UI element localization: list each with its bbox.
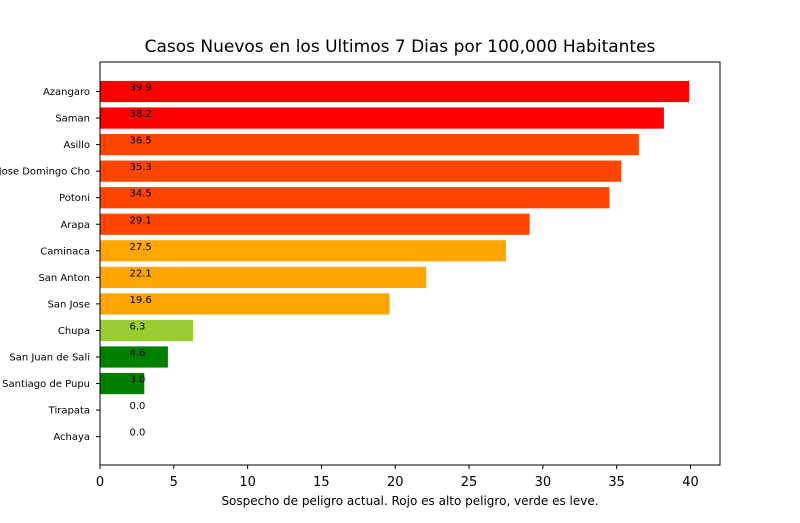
bar <box>100 213 530 235</box>
data-label: 6.3 <box>130 321 146 332</box>
x-tick-label: 0 <box>96 475 104 490</box>
x-tick-label: 30 <box>535 475 552 490</box>
data-label: 29.1 <box>130 215 152 226</box>
y-tick-label: Asillo <box>63 140 90 151</box>
y-tick-label: Arapa <box>60 220 90 231</box>
data-label: 36.5 <box>130 136 152 147</box>
bar <box>100 187 610 209</box>
y-tick-label: Caminaca <box>40 246 90 257</box>
bar <box>100 160 622 182</box>
data-label: 39.9 <box>130 83 152 94</box>
y-tick-label: Chupa <box>58 326 90 337</box>
y-tick-label: Azangaro <box>43 87 90 98</box>
bar <box>100 346 168 368</box>
y-tick-label: Potoni <box>59 193 90 204</box>
bar <box>100 240 506 262</box>
x-tick-label: 10 <box>239 475 256 490</box>
x-tick-label: 20 <box>387 475 404 490</box>
x-axis-label: Sospecho de peligro actual. Rojo es alto… <box>221 494 598 508</box>
y-tick-label: Santiago de Pupu <box>2 379 90 390</box>
x-tick-label: 25 <box>461 475 478 490</box>
chart-title: Casos Nuevos en los Ultimos 7 Dias por 1… <box>145 37 656 57</box>
data-label: 0.0 <box>130 428 146 439</box>
bar <box>100 134 639 156</box>
y-tick-label: Achaya <box>53 432 90 443</box>
x-tick-label: 15 <box>313 475 330 490</box>
x-tick-label: 5 <box>170 475 178 490</box>
data-label: 34.5 <box>130 189 152 200</box>
x-tick-label: 35 <box>608 475 625 490</box>
y-tick-label: San Juan de Sali <box>9 353 90 364</box>
bar <box>100 293 390 315</box>
data-label: 19.6 <box>130 295 152 306</box>
bar <box>100 266 427 288</box>
y-tick-label: Jose Domingo Cho <box>0 167 90 178</box>
plot-frame <box>99 61 721 466</box>
y-tick-label: Saman <box>55 114 90 125</box>
bar <box>100 80 689 103</box>
data-label: 3.0 <box>130 375 146 386</box>
bar <box>100 319 193 342</box>
bar <box>100 372 145 395</box>
data-label: 22.1 <box>130 268 152 279</box>
data-label: 38.2 <box>130 109 152 120</box>
data-label: 35.3 <box>130 162 152 173</box>
y-tick-label: San Jose <box>48 299 90 310</box>
x-tick-label: 40 <box>682 475 699 490</box>
bar <box>100 107 664 129</box>
data-label: 4.6 <box>130 348 146 359</box>
data-label: 27.5 <box>130 242 152 253</box>
y-tick-label: Tirapata <box>48 406 90 417</box>
data-label: 0.0 <box>130 401 146 412</box>
y-tick-label: San Anton <box>38 273 90 284</box>
